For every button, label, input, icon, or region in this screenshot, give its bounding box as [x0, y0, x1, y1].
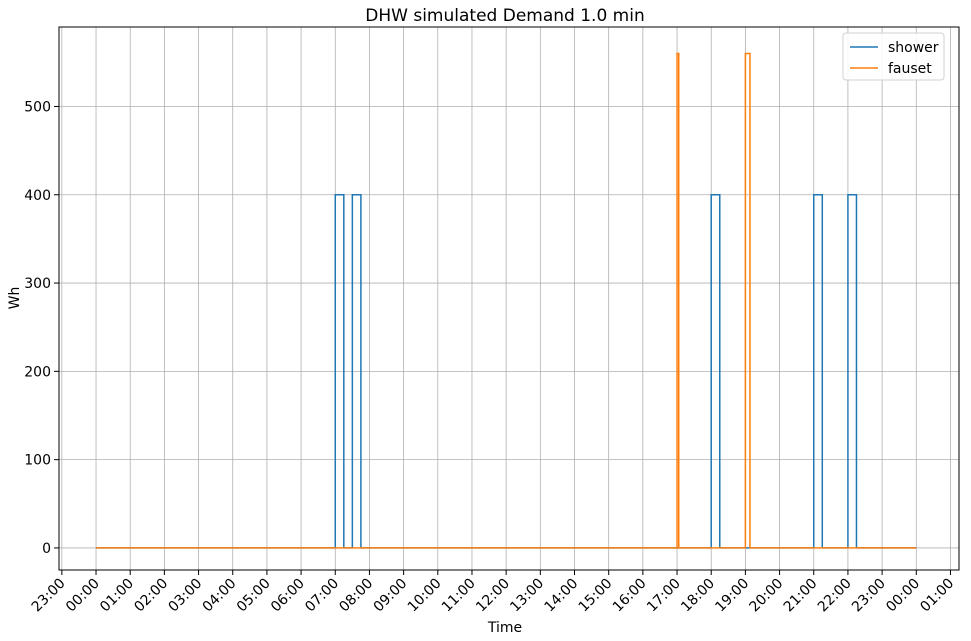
- y-tick-label: 300: [24, 276, 51, 292]
- grid-lines: [59, 27, 959, 570]
- x-tick-label: 11:00: [439, 576, 479, 616]
- x-tick-label: 09:00: [371, 576, 411, 616]
- series-line-fauset: [96, 52, 917, 549]
- x-tick-label: 06:00: [268, 576, 308, 616]
- y-tick-label: 100: [24, 453, 51, 469]
- series-line-shower: [96, 194, 917, 549]
- y-tick-label: 400: [24, 188, 51, 204]
- x-tick-label: 03:00: [166, 576, 206, 616]
- x-tick-label: 17:00: [644, 576, 684, 616]
- y-axis: 0 100 200 300 400 500: [24, 99, 59, 557]
- y-tick-label: 0: [42, 541, 51, 557]
- x-tick-label: 05:00: [234, 576, 274, 616]
- legend-label-fauset: fauset: [888, 61, 932, 77]
- x-tick-label: 18:00: [678, 576, 718, 616]
- x-tick-label: 00:00: [883, 576, 923, 616]
- y-tick-label: 200: [24, 364, 51, 380]
- x-tick-label: 07:00: [302, 576, 342, 616]
- series-layer: [96, 52, 917, 549]
- x-tick-label: 13:00: [507, 576, 547, 616]
- x-tick-label: 10:00: [405, 576, 445, 616]
- x-tick-label: 12:00: [473, 576, 513, 616]
- x-tick-label: 22:00: [815, 576, 855, 616]
- x-tick-label: 20:00: [747, 576, 787, 616]
- x-tick-label: 16:00: [610, 576, 650, 616]
- x-tick-label: 19:00: [712, 576, 752, 616]
- legend-label-shower: shower: [888, 40, 939, 56]
- x-axis: 23:0000:0001:0002:0003:0004:0005:0006:00…: [29, 570, 957, 615]
- x-tick-label: 23:00: [849, 576, 889, 616]
- x-axis-label: Time: [487, 620, 522, 636]
- chart-title: DHW simulated Demand 1.0 min: [365, 6, 644, 26]
- y-tick-label: 500: [24, 99, 51, 115]
- x-tick-label: 01:00: [97, 576, 137, 616]
- x-tick-label: 04:00: [200, 576, 240, 616]
- x-tick-label: 15:00: [576, 576, 616, 616]
- x-tick-label: 02:00: [131, 576, 171, 616]
- plot-frame: [58, 26, 960, 571]
- y-axis-label: Wh: [7, 287, 23, 310]
- x-tick-label: 23:00: [29, 576, 69, 616]
- x-tick-label: 21:00: [781, 576, 821, 616]
- legend: shower fauset: [842, 32, 945, 81]
- x-tick-label: 08:00: [336, 576, 376, 616]
- x-tick-label: 00:00: [63, 576, 103, 616]
- x-tick-label: 01:00: [917, 576, 957, 616]
- x-tick-label: 14:00: [541, 576, 581, 616]
